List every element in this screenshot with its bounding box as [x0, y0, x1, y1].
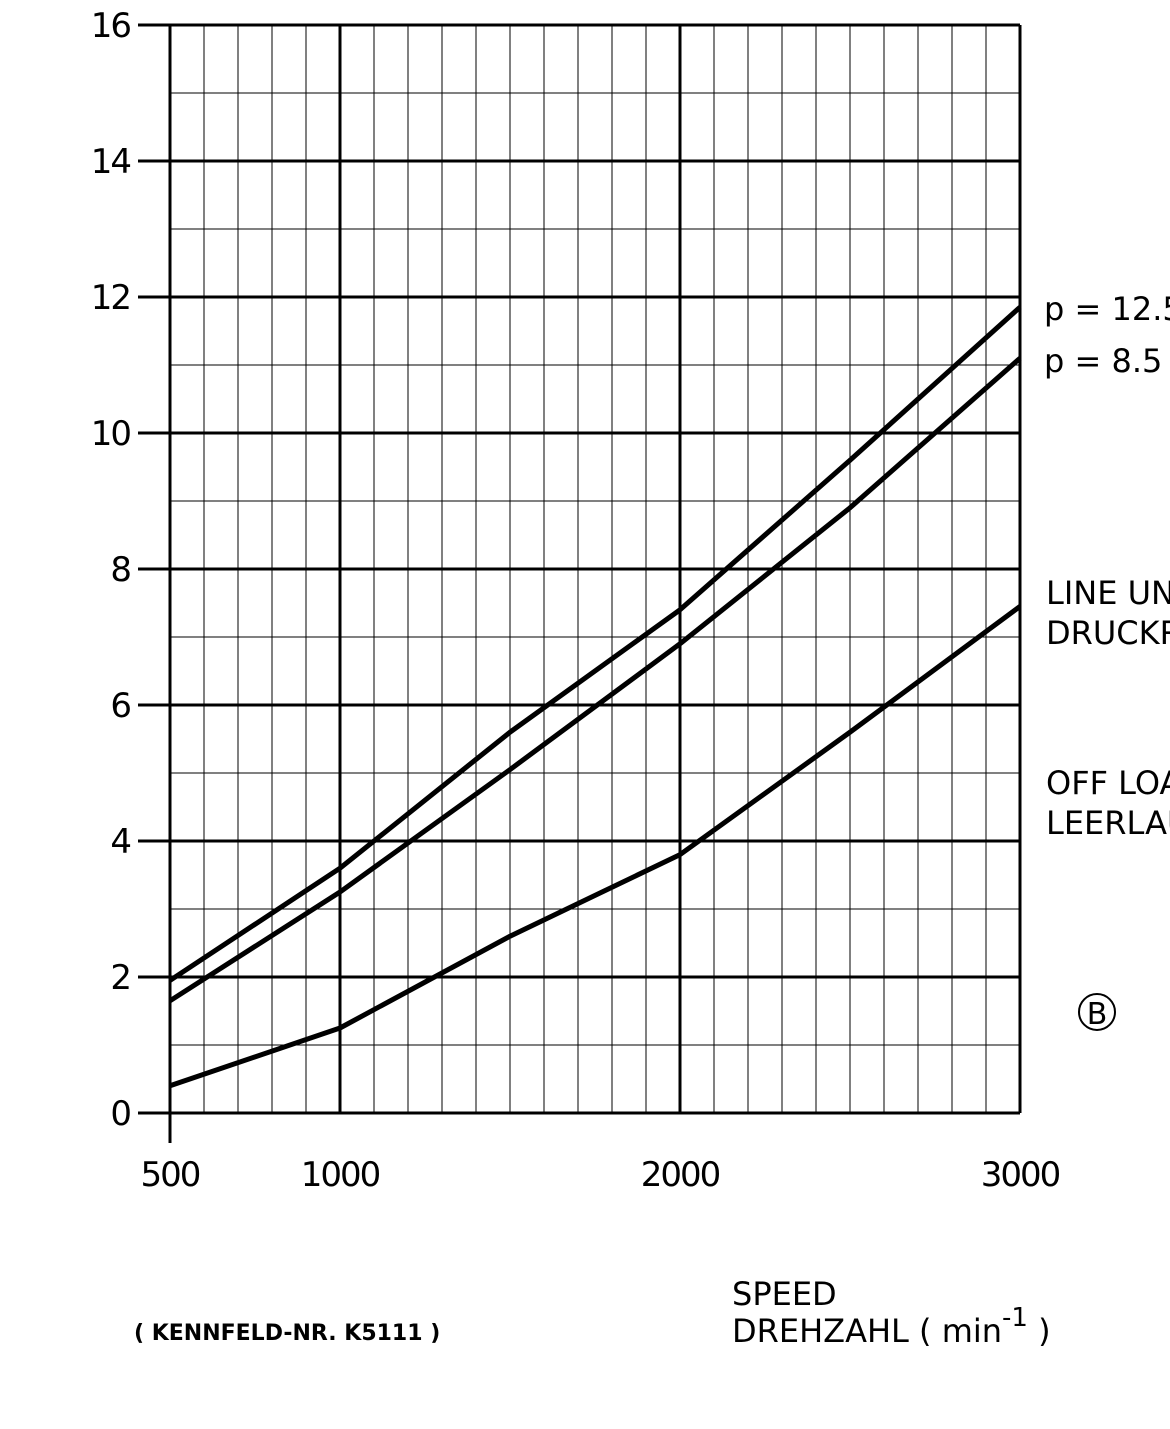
label-p-12-5: p = 12.5 [1044, 290, 1170, 328]
y-tick-label: 16 [91, 6, 131, 46]
label-line-under-2: DRUCKRE [1046, 614, 1170, 652]
y-tick-label: 8 [110, 550, 130, 590]
y-tick-labels: 0 2 4 6 8 10 12 14 16 [91, 6, 133, 1134]
x-axis-label-sup: -1 [1002, 1303, 1028, 1333]
series-line-3 [169, 604, 1022, 1089]
y-tick-label: 12 [91, 278, 130, 318]
x-axis-label-line1: SPEED [732, 1275, 837, 1313]
marker-b: B [1078, 993, 1116, 1032]
axes [138, 25, 1020, 1143]
y-tick-label: 14 [91, 142, 131, 182]
x-axis-label-main: DREHZAHL ( min [732, 1312, 1002, 1350]
label-off-load-2: LEERLAU [1046, 804, 1170, 842]
y-tick-label: 6 [110, 686, 130, 726]
x-tick-label: 2000 [641, 1155, 720, 1195]
y-tick-label: 10 [91, 414, 131, 454]
x-tick-label: 500 [141, 1155, 200, 1195]
label-line-under-1: LINE UN [1046, 574, 1170, 612]
x-tick-labels: 500 1000 2000 3000 [141, 1155, 1062, 1195]
label-off-load-1: OFF LOA [1046, 764, 1170, 802]
marker-b-label: B [1087, 997, 1108, 1032]
kennfeld-number: ( KENNFELD-NR. K5111 ) [134, 1321, 440, 1346]
series-lines [168, 305, 1022, 1089]
y-tick-label: 4 [110, 822, 130, 862]
series-line-1 [168, 305, 1022, 983]
grid [138, 23, 1022, 1113]
x-axis-label-line2: DREHZAHL ( min-1 ) [732, 1303, 1051, 1350]
x-tick-label: 3000 [981, 1155, 1060, 1195]
x-axis-label-end: ) [1028, 1312, 1051, 1350]
x-tick-label: 1000 [301, 1155, 380, 1195]
label-p-8-5: p = 8.5 [1044, 342, 1162, 380]
series-line-2 [168, 356, 1022, 1003]
y-tick-label: 2 [110, 958, 130, 998]
y-tick-label: 0 [110, 1094, 130, 1134]
